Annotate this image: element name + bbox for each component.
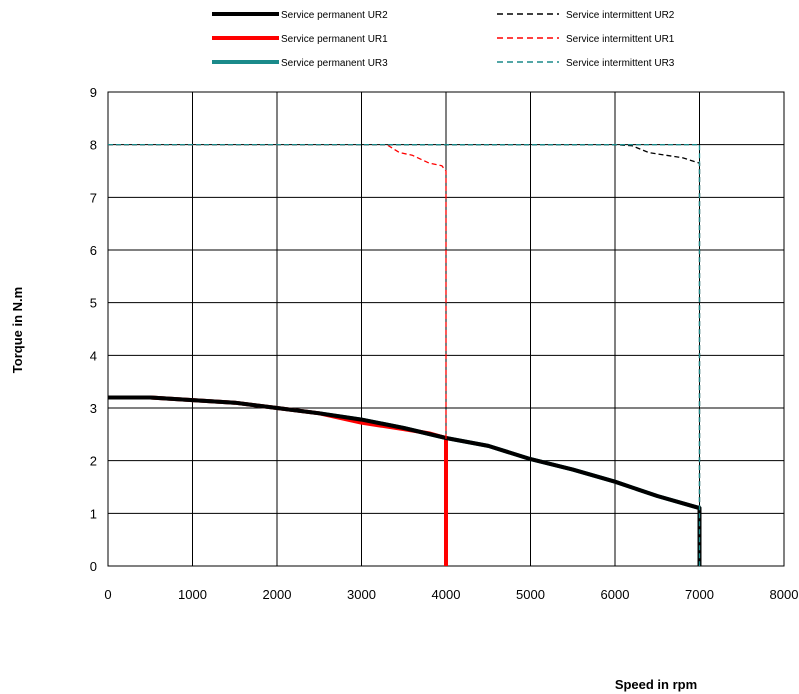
x-tick-label: 0 (104, 587, 111, 602)
x-tick-label: 4000 (432, 587, 461, 602)
y-tick-label: 4 (90, 348, 97, 363)
legend-label: Service permanent UR3 (281, 58, 388, 69)
y-tick-labels: 0 1 2 3 4 5 6 7 8 9 (90, 85, 97, 574)
series-line-service-permanent-ur2 (108, 395, 702, 566)
y-tick-label: 6 (90, 243, 97, 258)
legend: Service permanent UR2 Service intermitten… (212, 10, 675, 69)
x-tick-label: 5000 (516, 587, 545, 602)
legend-label: Service intermittent UR1 (566, 34, 675, 45)
legend-label: Service permanent UR2 (281, 10, 388, 21)
x-tick-label: 2000 (263, 587, 292, 602)
y-tick-label: 3 (90, 401, 97, 416)
x-tick-label: 7000 (685, 587, 714, 602)
legend-label: Service permanent UR1 (281, 34, 388, 45)
x-axis-title: Speed in rpm (615, 677, 697, 692)
series-line-service-intermittent-ur1 (108, 144, 447, 566)
y-tick-label: 5 (90, 296, 97, 311)
y-tick-label: 2 (90, 454, 97, 469)
legend-label: Service intermittent UR3 (566, 58, 675, 69)
x-tick-label: 6000 (601, 587, 630, 602)
y-axis-title: Torque in N.m (10, 287, 25, 373)
x-tick-label: 8000 (770, 587, 799, 602)
series-layer (108, 144, 702, 566)
x-tick-label: 3000 (347, 587, 376, 602)
x-tick-label: 1000 (178, 587, 207, 602)
y-tick-label: 1 (90, 506, 97, 521)
y-tick-label: 0 (90, 559, 97, 574)
y-tick-label: 7 (90, 190, 97, 205)
x-tick-labels: 0 1000 2000 3000 4000 5000 6000 7000 8000 (104, 587, 798, 602)
y-tick-label: 9 (90, 85, 97, 100)
legend-label: Service intermittent UR2 (566, 10, 675, 21)
series-line-service-intermittent-ur3 (108, 144, 701, 566)
y-tick-label: 8 (90, 138, 97, 153)
